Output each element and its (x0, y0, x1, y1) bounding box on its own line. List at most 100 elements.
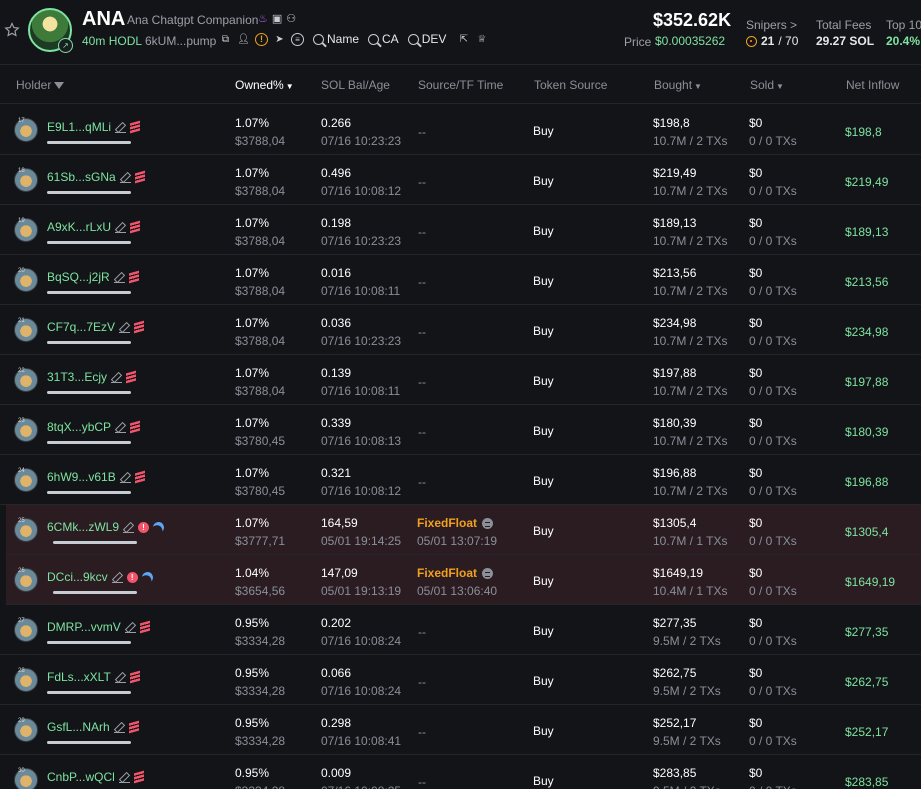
table-row[interactable]: 23 8tqX...ybCP 1.07% $3780,45 0.339 07/1… (0, 405, 921, 455)
stack-icon[interactable] (134, 470, 145, 484)
stack-icon[interactable] (130, 420, 141, 434)
edit-icon[interactable] (119, 472, 131, 483)
table-row[interactable]: 30 CnbP...wQCl 0.95% $3334,28 0.009 07/1… (0, 755, 921, 789)
stack-icon[interactable] (128, 270, 139, 284)
holder-address[interactable]: E9L1...qMLi (47, 120, 141, 134)
holder-address-text[interactable]: GsfL...NArh (47, 720, 110, 734)
column-sol-bal[interactable]: SOL Bal/Age (321, 78, 390, 92)
edit-icon[interactable] (113, 272, 125, 283)
edit-icon[interactable] (111, 372, 123, 383)
stack-icon[interactable] (126, 370, 137, 384)
table-row[interactable]: 20 BqSQ...j2jR 1.07% $3788,04 0.016 07/1… (0, 255, 921, 305)
table-row[interactable]: 19 A9xK...rLxU 1.07% $3788,04 0.198 07/1… (0, 205, 921, 255)
column-owned[interactable]: Owned% ▼ (235, 78, 294, 92)
holder-address[interactable]: CF7q...7EzV (47, 320, 145, 334)
funding-source-name[interactable]: FixedFloat (417, 566, 478, 580)
holder-address[interactable]: FdLs...xXLT (47, 670, 140, 684)
edit-icon[interactable] (118, 772, 130, 783)
stack-icon[interactable] (130, 220, 141, 234)
edit-icon[interactable] (115, 422, 127, 433)
copy-icon[interactable]: ⧉ (221, 33, 230, 45)
funding-source[interactable]: FixedFloat (417, 516, 494, 530)
holder-address[interactable]: GsfL...NArh (47, 720, 139, 734)
holder-avatar[interactable]: 30 (14, 768, 38, 789)
holder-avatar[interactable]: 29 (14, 718, 38, 742)
risk-warning-icon[interactable]: ! (138, 521, 150, 533)
holder-avatar[interactable]: 28 (14, 668, 38, 692)
telegram-icon[interactable]: ➤ (275, 33, 284, 45)
holder-avatar[interactable]: 17 (14, 118, 38, 142)
holder-address-text[interactable]: 61Sb...sGNa (47, 170, 116, 184)
holder-avatar[interactable]: 22 (14, 368, 38, 392)
table-row[interactable]: 17 E9L1...qMLi 1.07% $3788,04 0.266 07/1… (0, 105, 921, 155)
table-row[interactable]: 25 6CMk...zWL9 ! 1.07% $3777,71 164,59 0… (6, 505, 921, 555)
funding-source-name[interactable]: FixedFloat (417, 516, 478, 530)
holder-address-text[interactable]: 6CMk...zWL9 (47, 520, 120, 534)
people-icon[interactable]: ⚇ (286, 13, 297, 25)
table-row[interactable]: 26 DCci...9kcv ! 1.04% $3654,56 147,09 0… (6, 555, 921, 605)
stack-icon[interactable] (130, 120, 141, 134)
column-holder[interactable]: Holder (16, 78, 65, 92)
edit-icon[interactable] (119, 172, 131, 183)
holder-avatar[interactable]: 26 (14, 568, 38, 592)
holder-address-text[interactable]: E9L1...qMLi (47, 120, 112, 134)
edit-icon[interactable] (119, 322, 131, 333)
filter-icon[interactable] (54, 82, 65, 90)
holder-address[interactable]: 6hW9...v61B (47, 470, 145, 484)
holder-avatar[interactable]: 19 (14, 218, 38, 242)
search-dev-button[interactable]: DEV (407, 32, 446, 46)
holder-address[interactable]: 61Sb...sGNa (47, 170, 145, 184)
holder-address[interactable]: CnbP...wQCl (47, 770, 144, 784)
stack-icon[interactable] (133, 770, 144, 784)
holder-address-text[interactable]: CnbP...wQCl (47, 770, 115, 784)
holder-address-text[interactable]: 31T3...Ecjy (47, 370, 108, 384)
holder-address-text[interactable]: DMRP...vvmV (47, 620, 121, 634)
holder-address-text[interactable]: FdLs...xXLT (47, 670, 111, 684)
edit-icon[interactable] (114, 672, 126, 683)
crown-icon[interactable]: ♕ (477, 33, 487, 45)
table-row[interactable]: 21 CF7q...7EzV 1.07% $3788,04 0.036 07/1… (0, 305, 921, 355)
table-row[interactable]: 29 GsfL...NArh 0.95% $3334,28 0.298 07/1… (0, 705, 921, 755)
holder-avatar[interactable]: 21 (14, 318, 38, 342)
table-row[interactable]: 28 FdLs...xXLT 0.95% $3334,28 0.066 07/1… (0, 655, 921, 705)
table-row[interactable]: 27 DMRP...vvmV 0.95% $3334,28 0.202 07/1… (0, 605, 921, 655)
holder-avatar[interactable]: 25 (14, 518, 38, 542)
search-name-button[interactable]: Name (313, 32, 359, 46)
contract-address[interactable]: 6kUM...pump (145, 34, 217, 48)
table-row[interactable]: 24 6hW9...v61B 1.07% $3780,45 0.321 07/1… (0, 455, 921, 505)
holder-address-text[interactable]: 6hW9...v61B (47, 470, 116, 484)
holder-avatar[interactable]: 18 (14, 168, 38, 192)
star-icon[interactable] (4, 22, 20, 38)
snipers-label[interactable]: Snipers > (746, 18, 798, 32)
column-net-inflow[interactable]: Net Inflow (846, 78, 900, 92)
holder-address[interactable]: 31T3...Ecjy (47, 370, 137, 384)
edit-icon[interactable] (124, 622, 136, 633)
holder-address[interactable]: 8tqX...ybCP (47, 420, 141, 434)
holder-address[interactable]: 6CMk...zWL9 ! (47, 520, 164, 534)
edit-icon[interactable] (115, 122, 127, 133)
table-row[interactable]: 22 31T3...Ecjy 1.07% $3788,04 0.139 07/1… (0, 355, 921, 405)
holder-address-text[interactable]: 8tqX...ybCP (47, 420, 112, 434)
search-ca-button[interactable]: CA (368, 32, 399, 46)
holder-avatar[interactable]: 24 (14, 468, 38, 492)
edit-icon[interactable] (123, 522, 135, 533)
holder-address-text[interactable]: DCci...9kcv (47, 570, 108, 584)
column-sold[interactable]: Sold ▼ (750, 78, 784, 92)
holder-avatar[interactable]: 27 (14, 618, 38, 642)
holder-avatar[interactable]: 23 (14, 418, 38, 442)
column-source[interactable]: Source/TF Time (418, 78, 504, 92)
column-token-source[interactable]: Token Source (534, 78, 608, 92)
edit-icon[interactable] (111, 572, 123, 583)
user-icon[interactable]: 👤︎ (237, 33, 250, 45)
stack-icon[interactable] (128, 720, 139, 734)
stack-icon[interactable] (134, 320, 145, 334)
holder-address[interactable]: BqSQ...j2jR (47, 270, 139, 284)
risk-warning-icon[interactable]: ! (126, 571, 138, 583)
stack-icon[interactable] (129, 670, 140, 684)
holder-address[interactable]: A9xK...rLxU (47, 220, 141, 234)
holder-address-text[interactable]: BqSQ...j2jR (47, 270, 110, 284)
column-bought[interactable]: Bought ▼ (654, 78, 702, 92)
holder-address-text[interactable]: A9xK...rLxU (47, 220, 112, 234)
share-icon[interactable]: ⇱ (459, 33, 469, 45)
holder-address[interactable]: DCci...9kcv ! (47, 570, 153, 584)
